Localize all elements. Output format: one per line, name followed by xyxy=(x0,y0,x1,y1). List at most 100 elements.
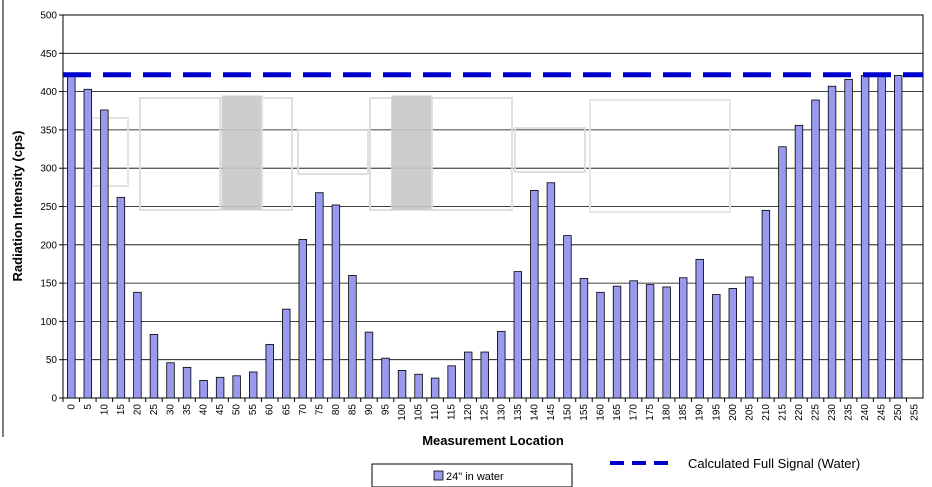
x-tick-label: 215 xyxy=(777,404,788,421)
bar xyxy=(712,294,721,399)
bar xyxy=(166,362,175,399)
y-tick-label: 400 xyxy=(40,87,57,98)
y-tick-label: 300 xyxy=(40,164,57,175)
x-tick-label: 205 xyxy=(744,404,755,421)
bar xyxy=(315,192,324,399)
bar xyxy=(381,357,390,399)
x-tick-label: 90 xyxy=(364,404,375,416)
x-tick-label: 50 xyxy=(232,404,243,416)
x-tick-label: 140 xyxy=(529,404,540,421)
bar xyxy=(100,109,109,399)
x-tick-label: 0 xyxy=(66,404,77,410)
y-tick-label: 450 xyxy=(40,49,57,60)
bar xyxy=(860,75,870,399)
x-tick-label: 15 xyxy=(116,404,127,416)
x-tick-label: 145 xyxy=(546,404,557,421)
x-tick-label: 105 xyxy=(414,404,425,421)
bar xyxy=(348,275,357,399)
bar xyxy=(463,351,473,399)
x-tick-label: 25 xyxy=(149,404,160,416)
x-tick-label: 210 xyxy=(761,404,772,421)
bar xyxy=(513,271,523,399)
x-tick-label: 160 xyxy=(596,404,607,421)
bar xyxy=(794,124,804,399)
bar xyxy=(265,343,274,399)
bar xyxy=(579,278,589,399)
x-tick-label: 10 xyxy=(99,404,110,416)
x-tick-label: 165 xyxy=(612,404,623,421)
x-tick-label: 85 xyxy=(347,404,358,416)
bar xyxy=(298,239,308,399)
y-tick-label: 100 xyxy=(40,317,57,328)
bar xyxy=(414,373,423,399)
y-tick-label: 350 xyxy=(40,125,57,136)
x-tick-label: 65 xyxy=(281,404,292,416)
x-axis-title: Measurement Location xyxy=(422,433,564,448)
x-tick-label: 155 xyxy=(579,404,590,421)
bar xyxy=(728,288,738,399)
y-axis-title: Radiation Intensity (cps) xyxy=(10,131,25,282)
bar xyxy=(662,286,671,399)
x-tick-label: 135 xyxy=(513,404,524,421)
legend-swatch xyxy=(433,470,444,481)
bar xyxy=(761,209,771,399)
y-tick-label: 150 xyxy=(40,279,57,290)
bar xyxy=(546,182,556,399)
bar xyxy=(612,285,622,399)
x-tick-label: 55 xyxy=(248,404,259,416)
x-tick-label: 235 xyxy=(844,404,855,421)
bar xyxy=(447,365,456,399)
bar xyxy=(877,75,886,399)
bar xyxy=(893,75,903,399)
bar xyxy=(530,190,539,399)
x-tick-label: 195 xyxy=(711,404,722,421)
bar xyxy=(364,331,374,399)
bar xyxy=(596,291,605,399)
bar xyxy=(282,308,291,399)
bar xyxy=(678,277,688,399)
bar-series xyxy=(67,75,903,399)
x-tick-label: 30 xyxy=(166,404,177,416)
x-tick-label: 225 xyxy=(811,404,822,421)
y-tick-label: 500 xyxy=(40,11,57,22)
legend-box xyxy=(371,463,573,487)
bar xyxy=(695,258,704,399)
bar xyxy=(629,280,638,399)
bar xyxy=(149,334,159,399)
x-tick-label: 170 xyxy=(629,404,640,421)
bar xyxy=(811,99,820,399)
legend-series: 24" in water xyxy=(371,463,573,487)
bar xyxy=(182,366,192,399)
vehicle-schematic-image xyxy=(91,95,731,213)
x-tick-label: 100 xyxy=(397,404,408,421)
x-tick-label: 240 xyxy=(860,404,871,421)
x-axis-ticks: 0 5 10 15 20 25 30 35 40 45 50 55 60 65 70 75 80 85 90 95 10… xyxy=(62,398,921,421)
x-tick-label: 255 xyxy=(910,404,921,421)
x-tick-label: 60 xyxy=(265,404,276,416)
bar xyxy=(778,146,787,399)
bar xyxy=(133,291,142,399)
x-tick-label: 40 xyxy=(199,404,210,416)
bar xyxy=(480,351,489,399)
x-tick-label: 95 xyxy=(381,404,392,416)
x-tick-label: 115 xyxy=(447,404,458,420)
legend-series-label: 24" in water xyxy=(446,471,504,483)
bar xyxy=(67,75,76,399)
x-tick-label: 220 xyxy=(794,404,805,421)
x-tick-label: 5 xyxy=(83,404,94,410)
bar xyxy=(645,284,655,399)
bar xyxy=(116,196,126,399)
x-tick-label: 110 xyxy=(430,404,441,420)
x-tick-label: 180 xyxy=(662,404,673,421)
x-tick-label: 80 xyxy=(331,404,342,416)
bar xyxy=(331,204,341,399)
y-tick-label: 250 xyxy=(40,202,57,213)
x-tick-label: 230 xyxy=(827,404,838,421)
x-tick-label: 150 xyxy=(562,404,573,421)
x-tick-label: 125 xyxy=(480,404,491,421)
y-tick-label: 200 xyxy=(40,240,57,251)
bar xyxy=(745,276,754,399)
y-tick-label: 50 xyxy=(46,355,58,366)
x-tick-label: 70 xyxy=(298,404,309,416)
